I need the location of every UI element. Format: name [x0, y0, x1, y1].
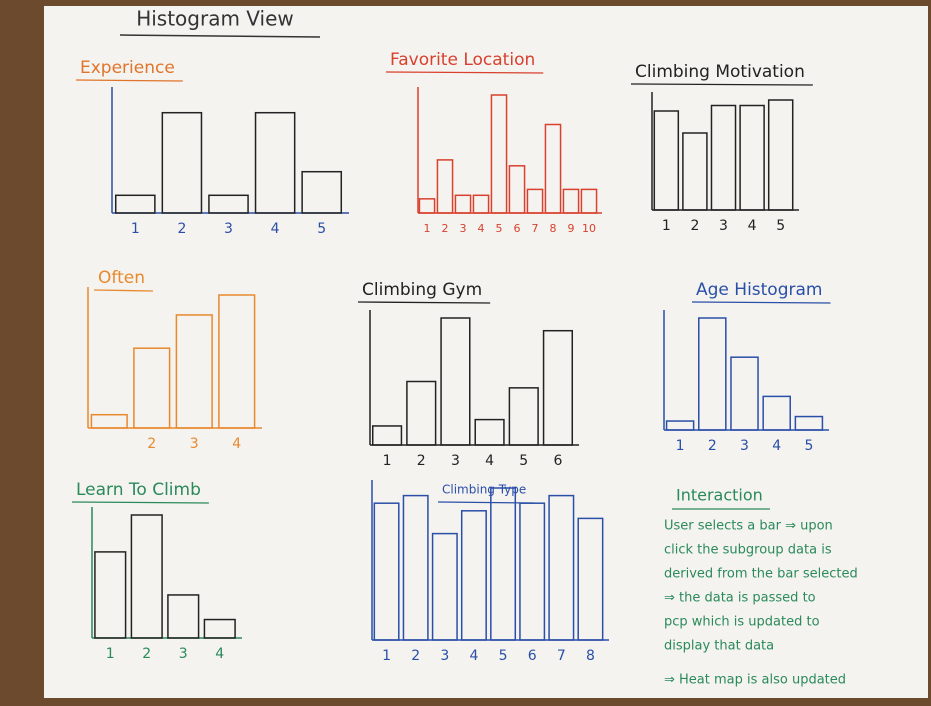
sketch: Histogram View Experience12345Favorite L… — [0, 0, 931, 706]
x-tick-label: 3 — [190, 436, 199, 452]
x-tick-label: 4 — [469, 648, 478, 664]
x-tick-label: 3 — [451, 453, 460, 469]
x-tick-label: 4 — [271, 221, 280, 237]
chart-title: Climbing Motivation — [635, 62, 805, 82]
interaction-line: display that data — [664, 639, 774, 654]
x-tick-label: 7 — [532, 222, 539, 235]
x-tick-label: 1 — [383, 453, 392, 469]
x-tick-label: 3 — [460, 222, 467, 235]
x-tick-label: 3 — [224, 221, 233, 237]
x-tick-label: 5 — [804, 438, 813, 454]
x-tick-label: 1 — [106, 646, 115, 662]
interaction-line: derived from the bar selected — [664, 567, 858, 582]
x-tick-label: 5 — [499, 648, 508, 664]
x-tick-label: 1 — [662, 218, 671, 234]
x-tick-label: 5 — [776, 218, 785, 234]
interaction-line: ⇒ the data is passed to — [664, 591, 816, 606]
chart-title: Experience — [80, 58, 175, 78]
x-tick-label: 5 — [496, 222, 503, 235]
x-tick-label: 4 — [772, 438, 781, 454]
x-tick-label: 6 — [553, 453, 562, 469]
x-tick-label: 2 — [690, 218, 699, 234]
x-tick-label: 2 — [411, 648, 420, 664]
x-tick-label: 1 — [676, 438, 685, 454]
x-tick-label: 5 — [519, 453, 528, 469]
x-tick-label: 7 — [557, 648, 566, 664]
chart-title: Learn To Climb — [76, 480, 201, 500]
x-tick-label: 8 — [586, 648, 595, 664]
x-tick-label: 9 — [568, 222, 575, 235]
page: Histogram View Experience12345Favorite L… — [0, 0, 931, 706]
interaction-line: User selects a bar ⇒ upon — [664, 519, 833, 534]
x-tick-label: 4 — [478, 222, 485, 235]
chart-title: Age Histogram — [696, 280, 822, 300]
chart-title: Climbing Gym — [362, 280, 482, 300]
x-tick-label: 6 — [514, 222, 521, 235]
x-tick-label: 2 — [142, 646, 151, 662]
interaction-line: click the subgroup data is — [664, 543, 832, 558]
chart-title: Favorite Location — [390, 50, 535, 70]
x-tick-label: 8 — [550, 222, 557, 235]
chart-title: Climbing Type — [442, 483, 526, 497]
interaction-title: Interaction — [676, 486, 763, 505]
x-tick-label: 4 — [748, 218, 757, 234]
x-tick-label: 1 — [131, 221, 140, 237]
x-tick-label: 5 — [317, 221, 326, 237]
x-tick-label: 2 — [417, 453, 426, 469]
x-tick-label: 4 — [485, 453, 494, 469]
x-tick-label: 2 — [147, 436, 156, 452]
x-tick-label: 4 — [232, 436, 241, 452]
interaction-line: pcp which is updated to — [664, 615, 820, 630]
interaction-line: ⇒ Heat map is also updated — [664, 673, 846, 688]
chart-title: Often — [98, 268, 145, 288]
x-tick-label: 1 — [424, 222, 431, 235]
x-tick-label: 2 — [708, 438, 717, 454]
x-tick-label: 10 — [582, 222, 596, 235]
x-tick-label: 3 — [719, 218, 728, 234]
x-tick-label: 2 — [442, 222, 449, 235]
x-tick-label: 2 — [177, 221, 186, 237]
x-tick-label: 3 — [440, 648, 449, 664]
x-tick-label: 3 — [179, 646, 188, 662]
x-tick-label: 6 — [528, 648, 537, 664]
x-tick-label: 3 — [740, 438, 749, 454]
x-tick-label: 4 — [215, 646, 224, 662]
x-tick-label: 1 — [382, 648, 391, 664]
page-title: Histogram View — [136, 7, 294, 31]
